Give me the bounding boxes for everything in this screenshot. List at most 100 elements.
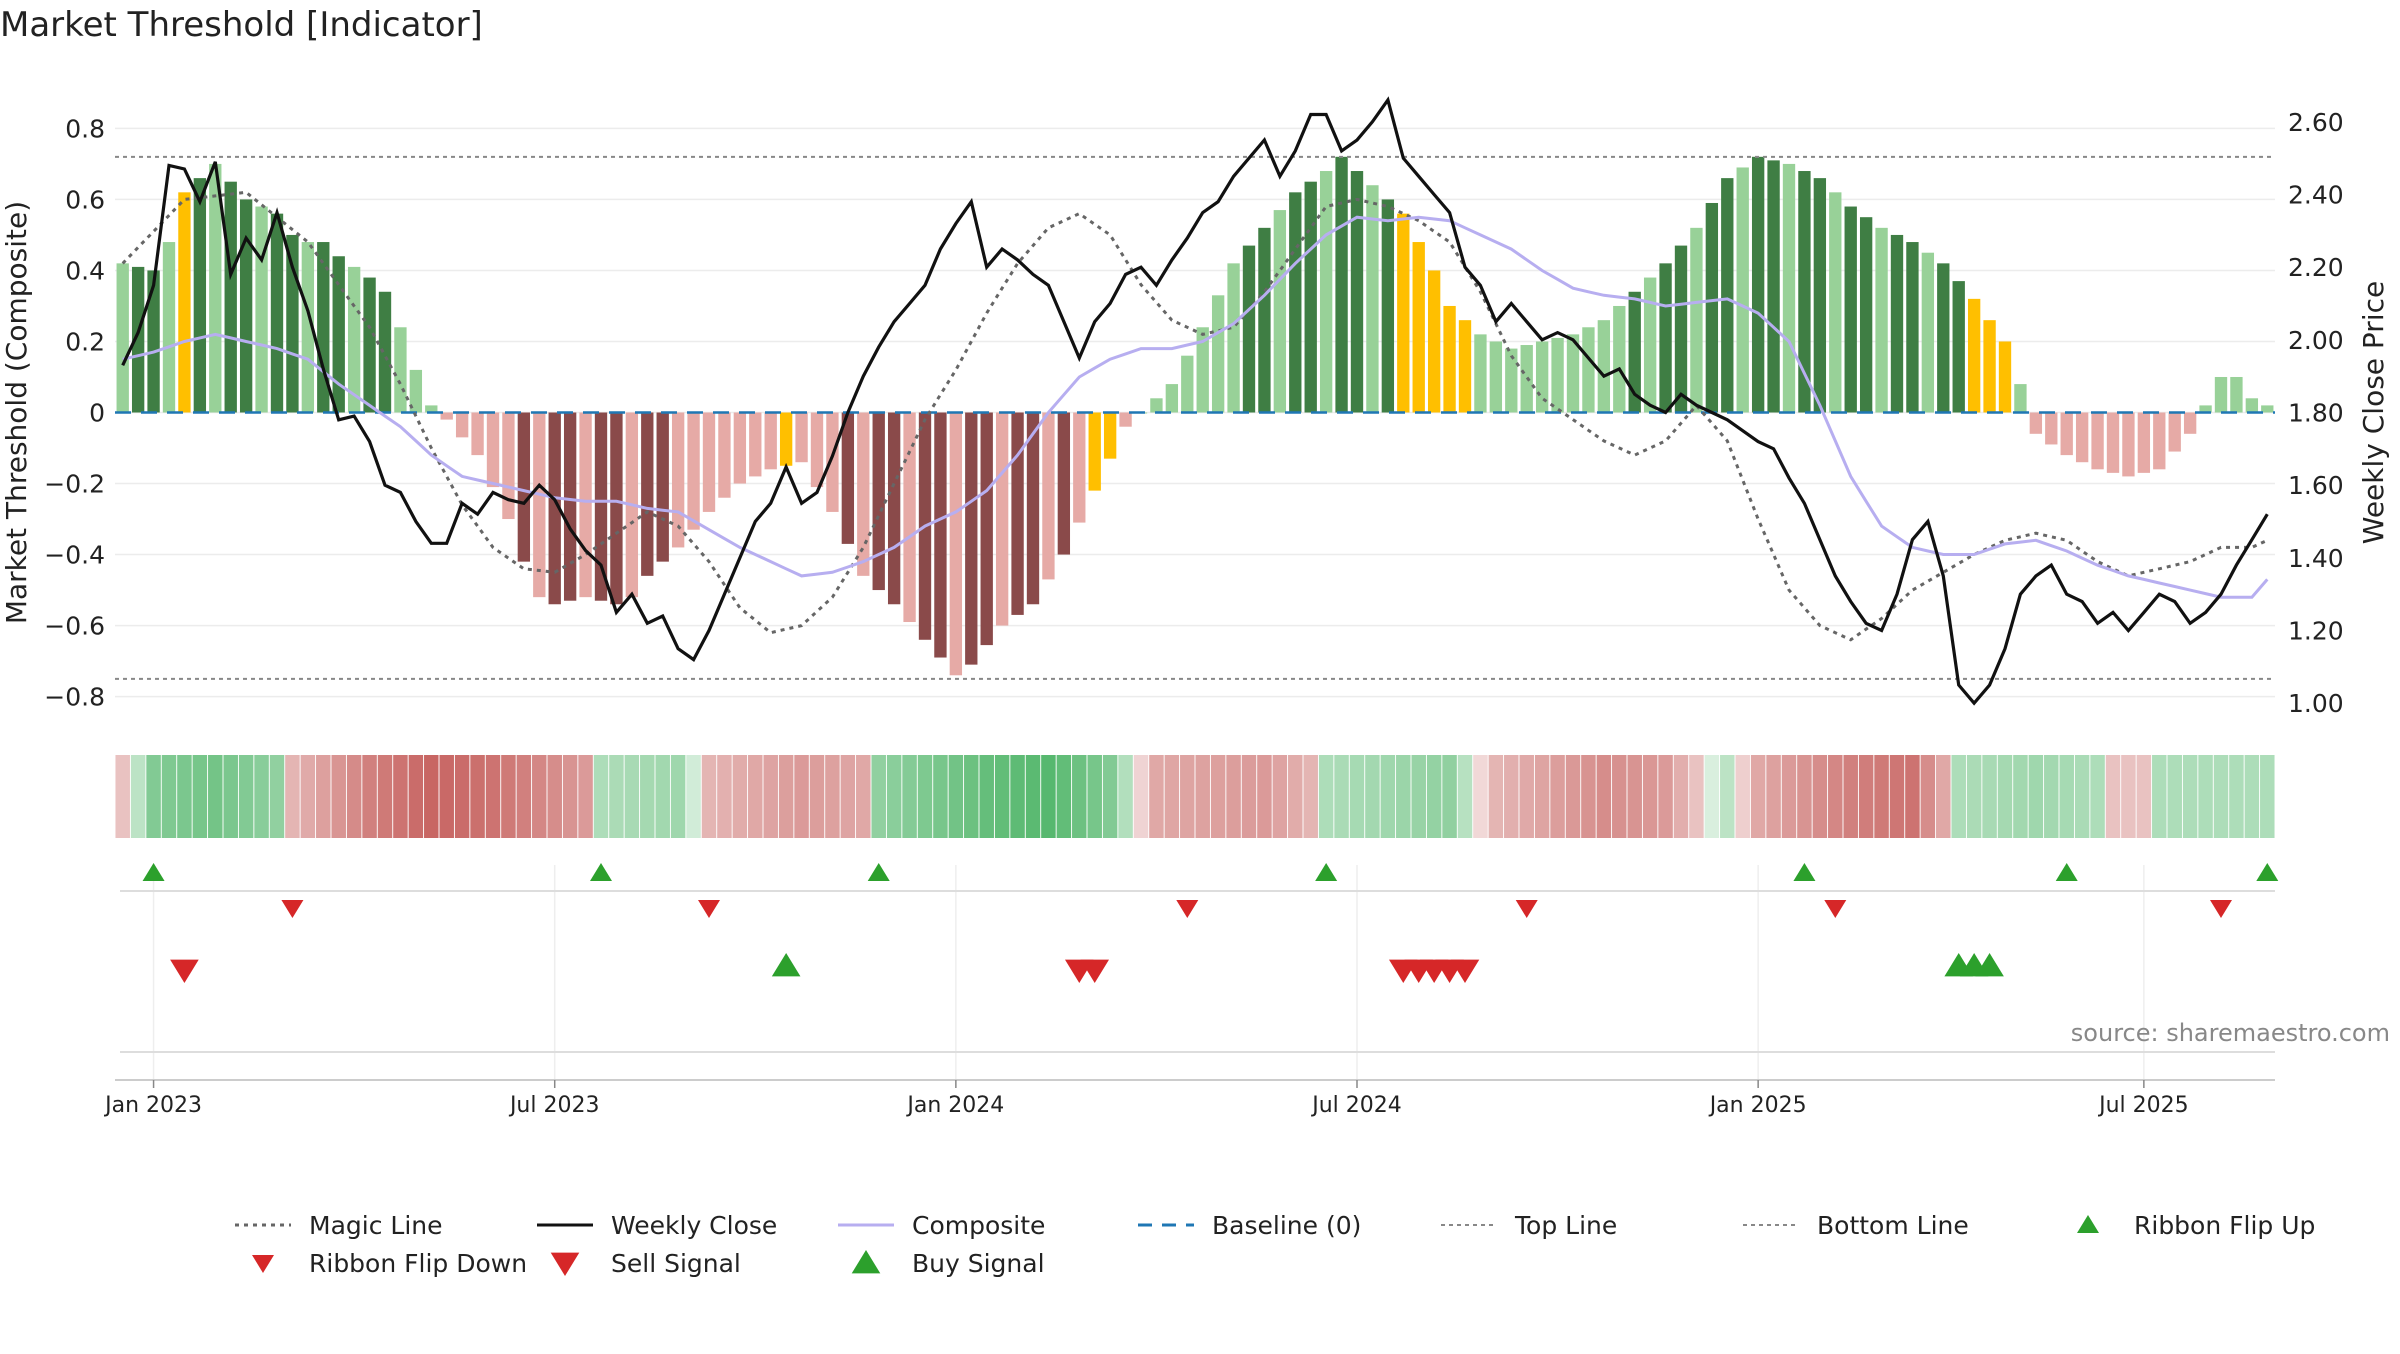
ribbon-cell (130, 755, 146, 838)
ribbon-cell (1164, 755, 1180, 838)
composite-bar (2075, 412, 2089, 463)
composite-bar (1844, 206, 1857, 413)
ribbon-cell (146, 755, 161, 838)
composite-bar (1566, 334, 1580, 413)
right-tick-label: 1.00 (2288, 689, 2344, 718)
composite-bar (656, 412, 669, 562)
ribbon-cell (501, 755, 516, 838)
composite-bar (1211, 295, 1225, 413)
ribbon-cell (1149, 755, 1164, 838)
right-tick-label: 1.20 (2288, 617, 2344, 646)
legend-label-sell-signal: Sell Signal (611, 1249, 741, 1278)
ribbon-cell (886, 755, 902, 838)
composite-bar (1474, 334, 1487, 413)
composite-bar (1242, 245, 1256, 413)
composite-bar (2168, 412, 2181, 452)
ribbon-cell (1380, 755, 1396, 838)
series-lines (115, 96, 2275, 706)
ribbon-cell (1704, 755, 1720, 838)
ribbon-cell (1565, 755, 1581, 838)
ribbon-flip-up-marker (142, 863, 165, 881)
composite-bar (1397, 213, 1410, 413)
ribbon-cell (1766, 755, 1781, 838)
buy-signal-marker (1975, 953, 2004, 977)
composite-bar (1551, 337, 1564, 413)
legend-label-top-line: Top Line (1514, 1211, 1617, 1240)
composite-bar (1751, 156, 1765, 413)
ribbon-cell (655, 755, 670, 838)
composite-bar (1289, 192, 1302, 413)
legend-swatch-ribbon-flip-up (2077, 1215, 2099, 1233)
composite-bar (610, 412, 623, 605)
ribbon-cell (902, 755, 917, 838)
composite-bar (949, 412, 963, 676)
left-tick-label: 0.6 (65, 185, 105, 214)
ribbon-cell (1226, 755, 1241, 838)
composite-bar (270, 213, 284, 413)
ribbon-cell (238, 755, 254, 838)
composite-bar (2153, 412, 2166, 470)
composite-bar (995, 412, 1009, 626)
composite-bar (1026, 412, 1040, 605)
ribbon-cell (408, 755, 424, 838)
composite-bar (826, 412, 839, 512)
ribbon-cell (1519, 755, 1534, 838)
ribbon-cell (1627, 755, 1642, 838)
ribbon-cell (1442, 755, 1457, 838)
ribbon-cell (1241, 755, 1257, 838)
composite-bar (1613, 305, 1626, 413)
sell-signal-marker (1080, 959, 1110, 983)
composite-bar (749, 412, 762, 477)
legend-label-magic-line: Magic Line (309, 1211, 443, 1240)
composite-bar (1998, 341, 2012, 413)
ribbon-cell (1072, 755, 1087, 838)
composite-bar (1875, 227, 1888, 413)
composite-bar (857, 412, 870, 576)
ribbon-cell (393, 755, 408, 838)
ribbon-flip-up-marker (2055, 863, 2078, 881)
left-tick-label: 0 (89, 399, 105, 428)
ribbon-cell (778, 755, 794, 838)
left-axis-label: Market Threshold (Composite) (0, 201, 33, 624)
composite-bar (2029, 412, 2043, 434)
composite-bar (2045, 412, 2058, 445)
composite-bar (1258, 227, 1271, 413)
composite-bar (1505, 348, 1518, 413)
x-tick-label: Jul 2023 (508, 1093, 600, 1118)
composite-bar (563, 412, 577, 601)
ribbon-flip-down-marker (281, 900, 304, 918)
composite-bar (1736, 167, 1749, 413)
composite-bar (934, 412, 947, 658)
composite-bar (332, 256, 345, 413)
ribbon-cell (1828, 755, 1843, 838)
ribbon-cell (717, 755, 732, 838)
legend-label-ribbon-flip-up: Ribbon Flip Up (2134, 1211, 2315, 1240)
ribbon-cell (1210, 755, 1226, 838)
ribbon-cell (748, 755, 763, 838)
composite-bar (1057, 412, 1071, 555)
ribbon-cell (2105, 755, 2121, 838)
ribbon-cell (1750, 755, 1766, 838)
composite-bar (2060, 412, 2073, 456)
ribbon-cell (794, 755, 809, 838)
right-axis-label: Weekly Close Price (2357, 281, 2390, 544)
ribbon-cell (1982, 755, 1997, 838)
ribbon-cell (1889, 755, 1905, 838)
ribbon-cell (2213, 755, 2229, 838)
ribbon-cell (1658, 755, 1673, 838)
right-tick-label: 1.40 (2288, 544, 2344, 573)
composite-bar (548, 412, 561, 605)
ribbon-cell (1504, 755, 1519, 838)
ribbon-cell (1411, 755, 1426, 838)
legend-swatch-ribbon-flip-down (252, 1255, 274, 1273)
ribbon-cell (1102, 755, 1118, 838)
ribbon-cell (732, 755, 748, 838)
ribbon-cell (562, 755, 578, 838)
composite-bar (2183, 412, 2197, 434)
ribbon-cell (1812, 755, 1828, 838)
ribbon-cell (269, 755, 285, 838)
composite-bar (1937, 263, 1950, 413)
left-tick-label: −0.4 (44, 541, 105, 570)
composite-bar (1628, 291, 1641, 413)
composite-bar (394, 327, 407, 413)
